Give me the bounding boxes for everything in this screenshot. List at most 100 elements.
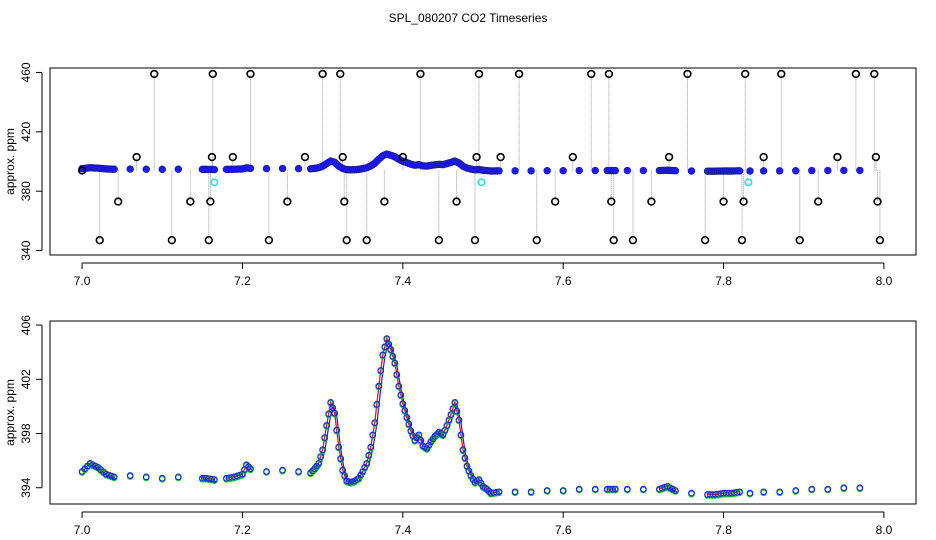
data-point <box>733 488 741 496</box>
data-point <box>511 488 519 496</box>
outlier-point <box>150 69 159 79</box>
data-point <box>453 407 461 415</box>
data-point <box>263 468 270 475</box>
data-point <box>319 446 326 454</box>
data-point <box>337 455 345 462</box>
baseline-point <box>110 165 118 173</box>
top-y-axis-label: approx. ppm <box>3 128 17 195</box>
outlier-point <box>700 235 710 245</box>
data-point <box>333 426 341 434</box>
data-point <box>389 352 397 360</box>
data-point <box>365 451 373 459</box>
baseline-point <box>294 164 303 173</box>
data-point <box>792 487 800 494</box>
baseline-point <box>210 165 219 174</box>
bottom-x-tick-label: 7.2 <box>234 523 251 537</box>
baseline-point <box>824 166 832 175</box>
baseline-point <box>262 164 271 173</box>
baseline-point <box>246 164 255 173</box>
outlier-point <box>664 152 674 162</box>
data-point <box>379 351 387 359</box>
data-point <box>363 459 371 467</box>
data-point <box>371 419 379 427</box>
outlier-point <box>300 152 310 162</box>
baseline-point <box>856 166 864 175</box>
data-point <box>640 485 647 493</box>
outlier-point <box>871 152 881 162</box>
outlier-point <box>167 235 177 245</box>
data-point <box>315 459 322 467</box>
data-point <box>672 487 679 494</box>
outlier-point <box>416 69 425 79</box>
bottom-y-tick-label: 394 <box>19 477 33 497</box>
baseline-point <box>278 164 287 173</box>
outlier-point <box>683 69 692 79</box>
outlier-point <box>472 152 481 162</box>
data-point <box>776 488 784 496</box>
outlier-point <box>95 235 104 245</box>
outlier-point <box>380 197 389 206</box>
top-x-tick-label: 7.6 <box>555 274 572 288</box>
data-point <box>174 473 182 481</box>
outlier-point <box>851 69 861 79</box>
outlier-point <box>228 152 238 162</box>
baseline-point <box>591 166 599 175</box>
data-point <box>373 401 381 408</box>
data-point <box>399 400 407 408</box>
data-point <box>760 488 767 496</box>
data-point <box>321 434 328 441</box>
data-point <box>455 416 463 424</box>
outlier-point <box>264 235 274 245</box>
outlier-point <box>318 69 327 79</box>
data-point <box>279 466 286 474</box>
data-point <box>377 367 385 374</box>
baseline-point <box>495 167 503 175</box>
data-point <box>142 473 150 481</box>
baseline-point <box>611 166 620 175</box>
top-x-tick-label: 7.2 <box>234 274 251 288</box>
outlier-point <box>873 197 882 206</box>
outlier-point <box>77 166 87 175</box>
baseline-point <box>126 165 134 173</box>
outlier-point <box>362 235 371 245</box>
outlier-point <box>470 235 480 245</box>
baseline-point <box>639 166 648 175</box>
baseline-point <box>746 167 754 175</box>
baseline-point <box>511 167 519 175</box>
outlier-point <box>604 69 614 79</box>
bottom-x-tick-label: 7.4 <box>394 523 411 537</box>
outlier-point <box>434 235 444 245</box>
outlier-point <box>532 235 541 245</box>
outlier-point <box>452 197 461 206</box>
data-point <box>856 484 864 492</box>
data-point <box>375 382 383 390</box>
top-y-tick-label: 380 <box>19 181 33 201</box>
outlier-point <box>398 152 408 162</box>
bottom-y-tick-label: 398 <box>19 423 33 443</box>
outlier-point <box>568 152 578 162</box>
baseline-point <box>559 167 567 175</box>
baseline-point <box>808 166 816 175</box>
baseline-point <box>792 167 800 175</box>
data-point <box>575 485 583 493</box>
baseline-point <box>543 167 551 175</box>
top-y-tick-label: 460 <box>19 62 33 82</box>
data-point <box>824 485 832 493</box>
outlier-point <box>647 197 656 206</box>
outlier-point <box>132 152 141 162</box>
bottom-x-tick-label: 7.6 <box>555 523 572 537</box>
data-point <box>808 485 816 493</box>
outlier-point <box>607 197 616 206</box>
top-plot-frame <box>49 67 917 256</box>
outlier-point <box>186 197 195 206</box>
bottom-y-axis-label: approx. ppm <box>3 379 17 446</box>
data-point <box>335 443 343 451</box>
outlier-point <box>113 197 123 206</box>
bottom-x-tick-label: 8.0 <box>876 523 893 537</box>
outlier-point <box>737 235 747 245</box>
data-point <box>317 453 324 460</box>
outlier-point <box>777 69 786 79</box>
data-point <box>323 422 330 429</box>
data-point <box>688 489 695 497</box>
